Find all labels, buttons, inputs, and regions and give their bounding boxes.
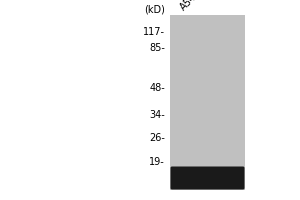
- Bar: [170, 15, 245, 190]
- Text: 117-: 117-: [143, 27, 165, 37]
- Text: (kD): (kD): [144, 5, 165, 15]
- Text: 26-: 26-: [149, 133, 165, 143]
- Text: 34-: 34-: [149, 110, 165, 120]
- FancyBboxPatch shape: [170, 166, 244, 190]
- Text: 48-: 48-: [149, 83, 165, 93]
- Text: A549: A549: [178, 0, 203, 12]
- Text: 85-: 85-: [149, 43, 165, 53]
- Text: 19-: 19-: [149, 157, 165, 167]
